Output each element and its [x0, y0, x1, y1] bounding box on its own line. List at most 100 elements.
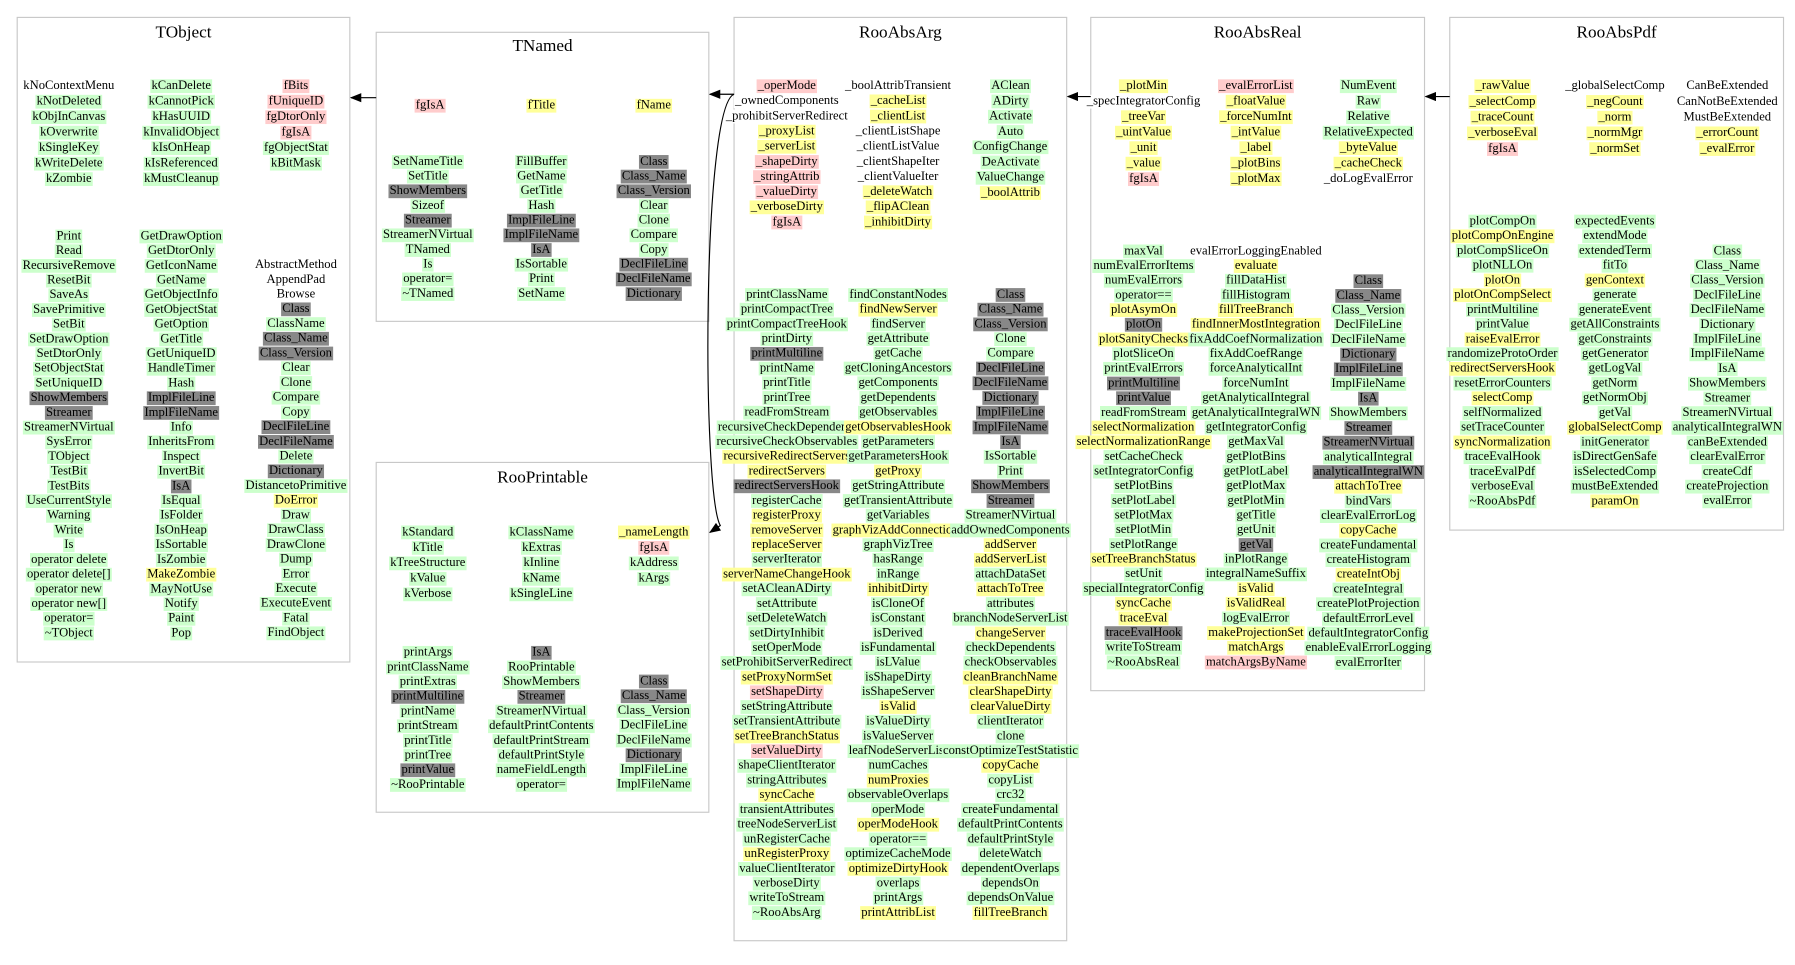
member-highlight	[389, 778, 466, 792]
member-highlight	[1230, 156, 1282, 171]
member-highlight	[982, 391, 1039, 405]
member-label: TestBits	[48, 478, 89, 492]
member-label: Class_Version	[260, 345, 333, 359]
member-label: Class_Name	[622, 168, 686, 182]
member-highlight	[1463, 450, 1542, 465]
member-highlight	[1695, 126, 1760, 141]
member-highlight	[32, 361, 105, 376]
member-label: _boolAttrib	[980, 185, 1040, 199]
member-label: ShowMembers	[972, 478, 1048, 492]
member-label: Relative	[1347, 109, 1389, 123]
member-highlight	[1701, 465, 1753, 479]
member-label: DeclFileName	[1332, 332, 1406, 346]
member-label: dependentOverlaps	[962, 861, 1059, 875]
member-label: copyList	[988, 772, 1033, 786]
member-label: setPlotLabel	[1112, 493, 1176, 507]
member-highlight	[1487, 142, 1519, 156]
member-label: _prohibitServerRedirect	[725, 108, 848, 122]
member-highlight	[616, 184, 691, 199]
member-label: ResetBit	[47, 272, 91, 286]
member-label: forceAnalyticalInt	[1210, 361, 1303, 375]
member-label: Delete	[279, 448, 312, 462]
member-label: DeActivate	[982, 154, 1040, 168]
member-highlight	[389, 556, 467, 571]
member-label: Browse	[277, 286, 316, 300]
member-label: operModeHook	[858, 817, 939, 831]
member-highlight	[1204, 420, 1308, 435]
member-highlight	[1574, 214, 1656, 229]
member-highlight	[638, 674, 669, 689]
member-label: ValueChange	[977, 170, 1045, 184]
member-label: DrawClass	[268, 522, 323, 536]
member-label: setTreeBranchStatus	[735, 728, 839, 742]
member-highlight	[976, 582, 1045, 597]
member-highlight	[620, 169, 687, 184]
member-label: _nameLength	[618, 524, 689, 538]
member-highlight	[531, 645, 552, 660]
member-highlight	[170, 626, 193, 641]
member-highlight	[280, 508, 312, 523]
member-highlight	[620, 689, 687, 704]
member-highlight	[400, 763, 456, 778]
member-label: printArgs	[874, 890, 922, 904]
member-highlight	[857, 817, 940, 832]
member-highlight	[1109, 303, 1178, 317]
member-label: numEvalErrorItems	[1093, 258, 1193, 272]
member-label: ~TNamed	[402, 286, 454, 300]
member-highlight	[1204, 567, 1308, 582]
member-highlight	[615, 272, 692, 287]
member-highlight	[1225, 273, 1287, 288]
member-label: Class	[282, 301, 309, 315]
member-label: Compare	[273, 390, 320, 404]
member-label: Class_Name	[622, 688, 686, 702]
member-label: getConstraints	[1578, 331, 1651, 345]
member-label: getObservablesHook	[845, 419, 951, 433]
member-highlight	[842, 494, 954, 508]
member-highlight	[1319, 509, 1417, 523]
member-highlight	[743, 847, 831, 862]
member-highlight	[1222, 376, 1290, 391]
member-label: optimizeCacheMode	[846, 846, 951, 860]
member-label: Clone	[639, 213, 670, 227]
member-highlight	[1462, 406, 1543, 420]
member-label: _stringAttrib	[753, 169, 819, 183]
member-highlight	[760, 332, 814, 346]
member-highlight	[848, 288, 948, 302]
member-highlight	[733, 729, 840, 744]
member-label: isValid	[1238, 581, 1274, 595]
member-label: _clientListShape	[855, 124, 941, 138]
member-label: traceEvalPdf	[1470, 464, 1536, 478]
member-label: SavePrimitive	[33, 302, 105, 316]
member-label: GetObjectStat	[146, 302, 218, 316]
member-highlight	[1227, 640, 1285, 655]
member-label: redirectServersHook	[1450, 361, 1555, 375]
member-label: getMaxVal	[1228, 434, 1284, 448]
member-label: IsZombie	[157, 552, 206, 566]
member-highlight	[615, 777, 692, 792]
class-title: RooPrintable	[497, 467, 588, 486]
member-label: ImplFileName	[1691, 346, 1765, 360]
member-highlight	[1112, 347, 1175, 362]
member-highlight	[1471, 258, 1534, 273]
member-label: Info	[171, 420, 192, 434]
member-highlight	[619, 257, 689, 272]
member-highlight	[966, 891, 1055, 906]
member-label: _unit	[1130, 140, 1157, 154]
member-label: ImplFileName	[144, 405, 218, 419]
member-label: Class	[640, 154, 667, 168]
member-highlight	[941, 744, 1080, 759]
member-highlight	[978, 847, 1043, 862]
member-highlight	[1082, 582, 1205, 596]
member-highlight	[1091, 420, 1196, 435]
member-label: printName	[760, 360, 814, 374]
member-highlight	[1115, 596, 1172, 611]
member-label: numEvalErrors	[1105, 273, 1182, 287]
member-label: readFromStream	[744, 405, 829, 419]
member-label: evaluate	[1235, 258, 1277, 272]
member-highlight	[31, 303, 106, 317]
member-highlight	[1109, 538, 1178, 552]
member-highlight	[1097, 332, 1190, 347]
member-highlight	[1090, 552, 1197, 567]
member-label: _clientListValue	[856, 139, 940, 153]
member-highlight	[1128, 172, 1160, 187]
